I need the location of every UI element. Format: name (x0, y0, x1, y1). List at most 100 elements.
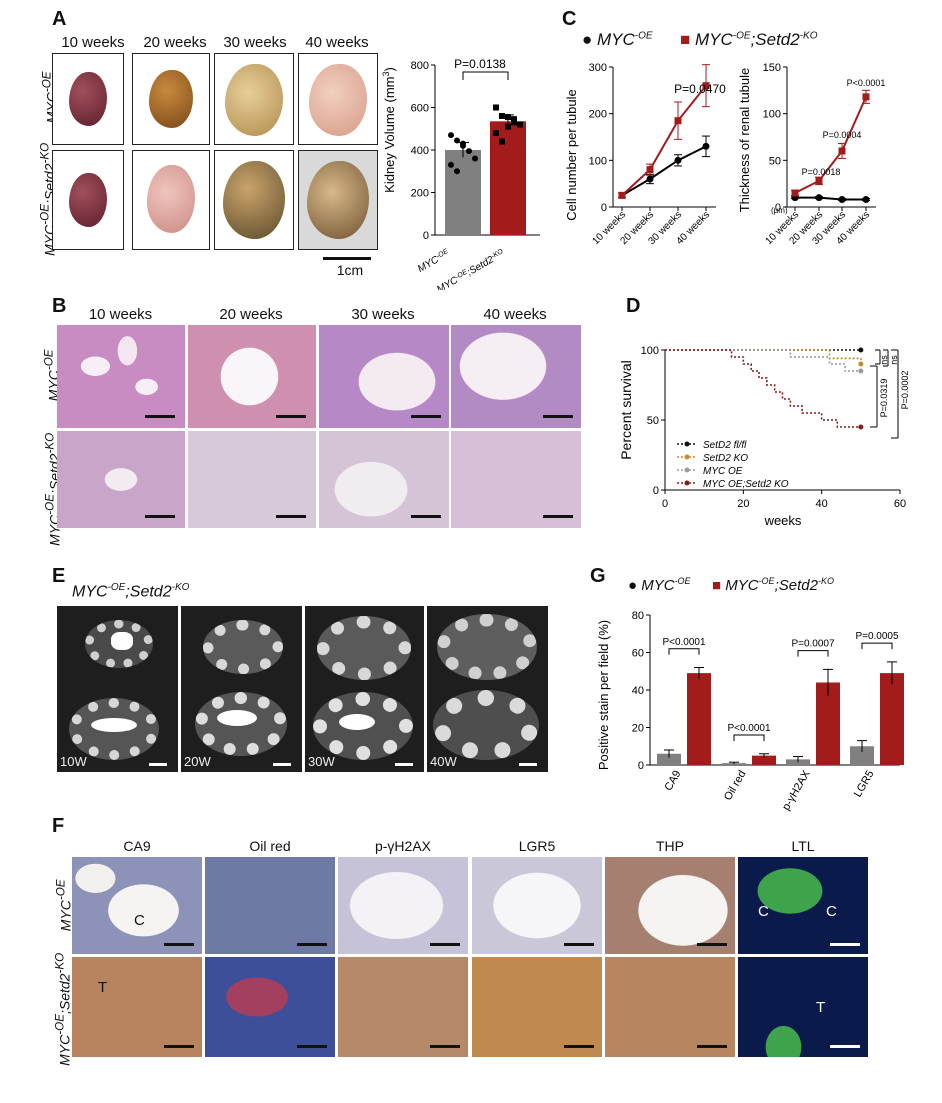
data-point (448, 132, 454, 139)
th-unit: (μm) (771, 206, 788, 215)
data-point (499, 138, 505, 145)
ps-ylabel: Positive stain per field (%) (596, 620, 611, 770)
c-legend-oe: ● MYC-OE (582, 30, 653, 49)
positive-stain-chart: Positive stain per field (%) 0 20 40 60 80 CA… (596, 610, 904, 813)
data-point (838, 196, 846, 204)
sv-anno-ns1: ns (879, 355, 889, 365)
data-point (499, 113, 505, 119)
legend-label: SetD2 KO (703, 453, 748, 464)
x-tick-label: Oil red (722, 769, 749, 803)
x-tick-label: LGR5 (852, 769, 877, 800)
data-point (702, 142, 710, 150)
ihc-image (205, 957, 335, 1057)
ihc-image: T (72, 957, 202, 1057)
significance-bracket (733, 734, 765, 741)
sv-xlabel: weeks (764, 513, 802, 528)
survival-chart: Percent survival weeks 0 50 100 0 20 40 60 SetD… (618, 345, 910, 528)
y-tick-label: 80 (632, 610, 644, 622)
data-point (460, 142, 466, 149)
y-tick-label: 40 (632, 685, 644, 697)
legend-label: MYC OE;Setd2 KO (703, 479, 789, 490)
histology-image (57, 325, 185, 428)
data-point (674, 117, 682, 125)
data-point (511, 119, 517, 126)
series-line (795, 196, 866, 201)
series-line (621, 85, 707, 197)
data-point (815, 194, 823, 202)
p-value-label: P<0.0001 (727, 723, 771, 734)
p-value-label: P=0.0005 (855, 631, 899, 642)
ihc-image: C C (738, 857, 868, 954)
x-tick-label: 60 (894, 498, 906, 510)
x-tick-label: 20 (737, 498, 749, 510)
data-point (454, 137, 460, 144)
mri-image: 20W (181, 606, 302, 772)
b-time-40: 40 weeks (483, 306, 547, 323)
data-point (454, 168, 460, 175)
data-point (702, 82, 710, 90)
significance-bracket (462, 71, 509, 80)
p-value-label: P=0.0004 (823, 130, 862, 140)
cn-ylabel: Cell number per tubule (564, 89, 579, 221)
mri-image: 40W (427, 606, 548, 772)
mri-image: 10W (57, 606, 178, 772)
histology-image (319, 325, 449, 428)
y-tick-label: 0 (423, 230, 429, 242)
scale-label: 1cm (336, 262, 364, 278)
ihc-image (472, 857, 602, 954)
ihc-image (338, 957, 468, 1057)
bar (752, 755, 776, 765)
legend-marker (684, 480, 690, 486)
ihc-image: C (72, 857, 202, 954)
f-stain-thp: THP (656, 838, 684, 854)
kv-pvalue: P=0.0138 (454, 57, 506, 71)
data-point (646, 166, 654, 174)
y-tick-label: 20 (632, 723, 644, 735)
ihc-image (605, 857, 735, 954)
f-stain-pH2AX: p-γH2AX (374, 838, 432, 854)
y-tick-label: 0 (638, 760, 644, 772)
bar (687, 673, 711, 765)
histology-image (57, 431, 185, 528)
data-point (791, 189, 799, 197)
data-point (511, 116, 517, 123)
significance-bracket (797, 650, 829, 657)
data-point (862, 196, 870, 204)
y-tick-label: 200 (589, 109, 607, 121)
x-tick-label: 0 (662, 498, 668, 510)
p-value-label: P<0.0001 (847, 78, 886, 88)
x-tick-label: 40 (816, 498, 828, 510)
a-time-40: 40 weeks (305, 34, 369, 51)
legend-label: MYC OE (703, 466, 743, 477)
y-tick-label: 100 (589, 155, 607, 167)
curve-end-point (858, 368, 864, 374)
y-tick-label: 100 (641, 345, 659, 357)
thickness-chart: Thickness of renal tubule (μm) 0 50 100 150… (737, 62, 886, 247)
kidney-photo (132, 150, 210, 250)
data-point (674, 156, 682, 164)
a-time-30: 30 weeks (223, 34, 287, 51)
mri-image: 30W (305, 606, 424, 772)
curve-end-point (858, 347, 864, 353)
cn-pvalue: P=0.0470 (674, 82, 726, 96)
y-tick-label: 0 (653, 485, 659, 497)
panel-label-a: A (52, 8, 67, 30)
legend-label: SetD2 fl/fl (703, 440, 747, 451)
b-time-10: 10 weeks (88, 306, 153, 323)
y-tick-label: 600 (411, 103, 429, 115)
data-point (505, 123, 511, 130)
data-point (838, 147, 846, 155)
panel-label-g: G (590, 565, 606, 587)
y-tick-label: 400 (411, 145, 429, 157)
histology-image (451, 325, 581, 428)
bar (490, 121, 526, 235)
bar (657, 753, 681, 765)
y-tick-label: 300 (589, 62, 607, 74)
kidney-photo (298, 53, 378, 145)
b-time-30: 30 weeks (351, 306, 415, 323)
ihc-image (472, 957, 602, 1057)
ihc-image (605, 957, 735, 1057)
panel-label-c: C (562, 8, 577, 30)
legend-marker (684, 467, 690, 473)
p-value-label: P<0.0001 (662, 637, 706, 648)
